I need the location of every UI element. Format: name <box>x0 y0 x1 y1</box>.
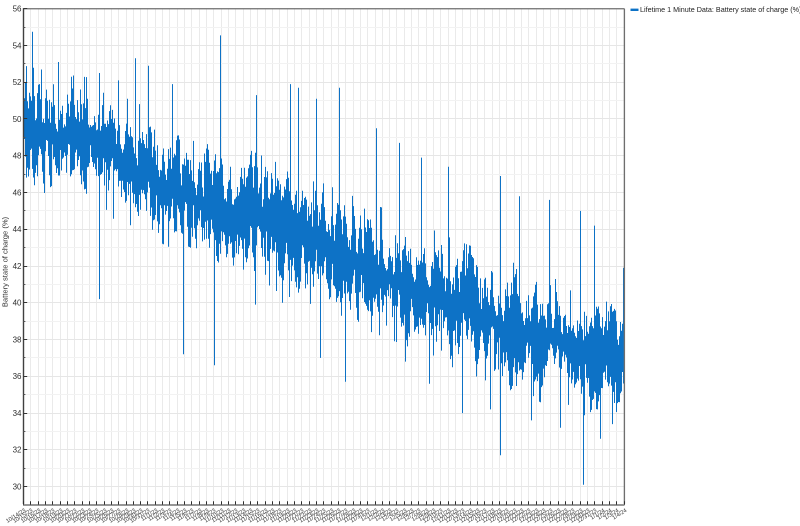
svg-text:36: 36 <box>13 372 22 381</box>
svg-text:Lifetime 1 Minute Data: Batter: Lifetime 1 Minute Data: Battery state of… <box>640 5 800 14</box>
svg-text:30: 30 <box>13 482 22 491</box>
svg-text:Battery state of charge (%): Battery state of charge (%) <box>1 216 10 307</box>
svg-text:40: 40 <box>13 299 22 308</box>
svg-text:32: 32 <box>13 446 22 455</box>
svg-text:44: 44 <box>13 225 22 234</box>
svg-text:48: 48 <box>13 152 22 161</box>
svg-text:52: 52 <box>13 78 22 87</box>
svg-text:56: 56 <box>13 5 22 14</box>
svg-text:42: 42 <box>13 262 22 271</box>
svg-text:46: 46 <box>13 188 22 197</box>
svg-text:38: 38 <box>13 335 22 344</box>
svg-text:50: 50 <box>13 115 22 124</box>
svg-text:34: 34 <box>13 409 22 418</box>
svg-text:54: 54 <box>13 41 22 50</box>
